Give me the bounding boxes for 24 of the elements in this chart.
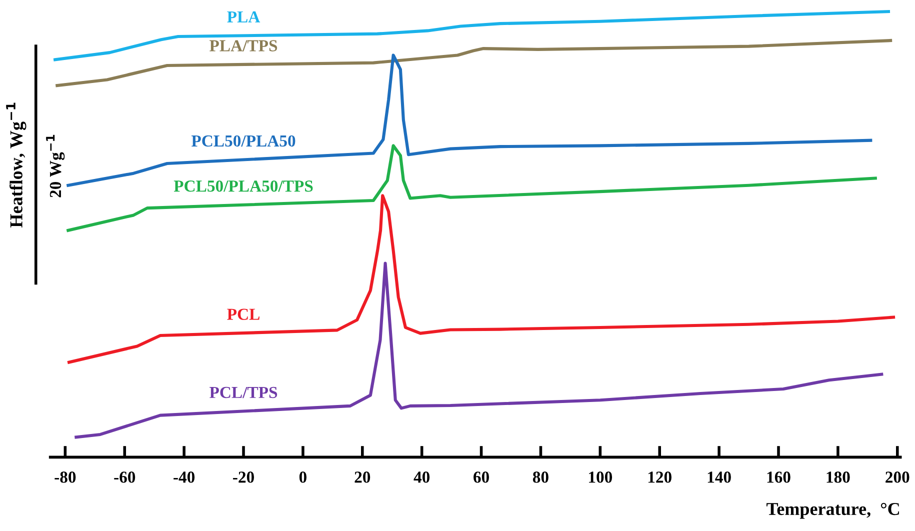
x-tick-label: -60	[114, 472, 136, 483]
y-axis-title: Heatflow, Wg$^{−1}$	[6, 102, 26, 228]
x-tick-label: 60	[474, 472, 489, 483]
series-label: PLA/TPS	[210, 40, 278, 52]
x-tick-label: 40	[414, 472, 430, 483]
x-tick-label: -80	[54, 472, 76, 483]
x-tick-label: 100	[589, 472, 612, 483]
series-label: PCL	[227, 308, 260, 320]
x-tick-label: 0	[299, 472, 306, 483]
series-label: PCL50/PLA50	[191, 135, 296, 147]
annotation: 20 Wg$^{−1}$	[46, 134, 65, 198]
x-tick-label: 140	[708, 472, 731, 483]
x-axis-title: Temperature, °C	[766, 502, 899, 519]
x-tick-label: 180	[826, 472, 850, 483]
series-label: PLA	[227, 11, 260, 22]
x-tick-label: 120	[648, 472, 672, 483]
x-tick-label: 160	[767, 472, 790, 483]
x-tick-label: -40	[174, 472, 195, 483]
x-tick-label: 20	[354, 472, 370, 483]
x-tick-label: -20	[233, 472, 254, 483]
series-label: PCL/TPS	[210, 386, 278, 398]
series-label: PCL50/PLA50/TPS	[174, 180, 313, 192]
x-tick-label: 80	[532, 472, 548, 483]
x-tick-label: 200	[886, 472, 910, 483]
